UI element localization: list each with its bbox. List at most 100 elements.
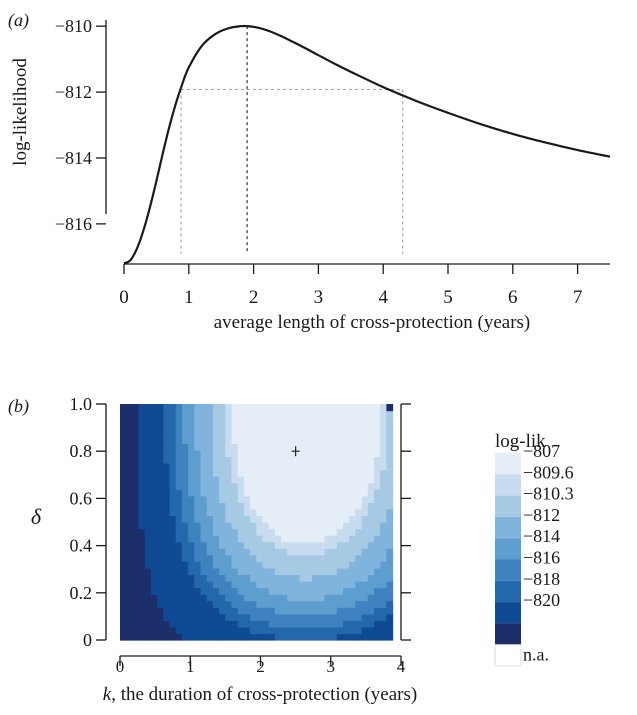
heatmap-cell bbox=[157, 456, 164, 464]
heatmap-cell bbox=[330, 443, 338, 451]
heatmap-cell bbox=[318, 581, 326, 589]
heatmap-cell bbox=[163, 456, 171, 464]
heatmap-cell bbox=[169, 613, 177, 621]
heatmap-cell bbox=[287, 626, 295, 635]
heatmap-cell bbox=[281, 456, 288, 464]
heatmap-cell bbox=[324, 443, 332, 451]
heatmap-cell bbox=[225, 594, 233, 602]
heatmap-cell bbox=[181, 463, 189, 471]
heatmap-cell bbox=[324, 404, 332, 412]
heatmap-cell bbox=[157, 482, 164, 490]
heatmap-cell bbox=[250, 541, 257, 549]
heatmap-cell bbox=[268, 548, 276, 556]
heatmap-cell bbox=[355, 436, 363, 444]
heatmap-cell bbox=[169, 561, 177, 569]
heatmap-cell bbox=[132, 495, 140, 503]
heatmap-cell bbox=[293, 489, 301, 497]
heatmap-cell bbox=[361, 600, 369, 608]
heatmap-cell bbox=[206, 476, 214, 484]
heatmap-cell bbox=[262, 600, 270, 608]
heatmap-cell bbox=[138, 633, 146, 641]
heatmap-cell bbox=[268, 594, 276, 602]
heatmap-cell bbox=[231, 495, 239, 503]
heatmap-cell bbox=[312, 535, 319, 543]
heatmap-cell bbox=[343, 404, 350, 412]
heatmap-cell bbox=[361, 417, 369, 425]
heatmap-cell bbox=[305, 574, 313, 582]
heatmap-cell bbox=[256, 469, 264, 477]
heatmap-cell bbox=[212, 541, 220, 549]
heatmap-cell bbox=[157, 607, 164, 615]
heatmap-cell bbox=[274, 430, 282, 438]
heatmap-cell bbox=[212, 495, 220, 503]
heatmap-cell bbox=[281, 581, 288, 589]
heatmap-cell bbox=[243, 554, 251, 562]
heatmap-cell bbox=[299, 607, 307, 615]
heatmap-cell bbox=[299, 423, 307, 431]
panel-a-ytick-label: −814 bbox=[55, 148, 92, 168]
heatmap-cell bbox=[212, 620, 220, 628]
heatmap-cell bbox=[194, 423, 202, 431]
heatmap-cell bbox=[281, 633, 288, 641]
heatmap-cell bbox=[150, 515, 158, 523]
legend-label: −807 bbox=[523, 441, 560, 461]
heatmap-cell bbox=[268, 449, 276, 458]
heatmap-cell bbox=[243, 574, 251, 582]
heatmap-cell bbox=[367, 495, 375, 503]
heatmap-cell bbox=[343, 594, 350, 602]
heatmap-cell bbox=[157, 581, 164, 589]
heatmap-cell bbox=[150, 522, 158, 530]
heatmap-cell bbox=[293, 548, 301, 556]
heatmap-cell bbox=[188, 436, 195, 444]
heatmap-cell bbox=[144, 436, 152, 444]
heatmap-cell bbox=[200, 456, 208, 464]
heatmap-cell bbox=[380, 495, 387, 503]
heatmap-cell bbox=[243, 587, 251, 595]
heatmap-cell bbox=[312, 417, 319, 425]
heatmap-cell bbox=[144, 541, 152, 549]
heatmap-cell bbox=[386, 574, 394, 582]
heatmap-cell bbox=[188, 600, 195, 608]
heatmap-cell bbox=[194, 443, 202, 451]
heatmap-cell bbox=[318, 410, 326, 418]
heatmap-cell bbox=[243, 410, 251, 418]
heatmap-cell bbox=[299, 626, 307, 635]
heatmap-cell bbox=[386, 528, 394, 536]
heatmap-cell bbox=[380, 581, 387, 589]
heatmap-cell bbox=[219, 633, 226, 641]
heatmap-cell bbox=[175, 443, 183, 451]
heatmap-cell bbox=[243, 515, 251, 523]
heatmap-cell bbox=[188, 607, 195, 615]
panel-b: (b) δ k, the duration of cross-protectio… bbox=[8, 394, 574, 705]
heatmap-cell bbox=[330, 581, 338, 589]
heatmap-cell bbox=[268, 489, 276, 497]
heatmap-cell bbox=[262, 522, 270, 530]
panel-b-xtick-label: 3 bbox=[327, 657, 336, 676]
heatmap-cell bbox=[212, 607, 220, 615]
heatmap-cell bbox=[120, 607, 127, 615]
heatmap-cell bbox=[380, 508, 387, 517]
heatmap-cell bbox=[312, 476, 319, 484]
heatmap-cell bbox=[175, 548, 183, 556]
heatmap-cell bbox=[206, 508, 214, 517]
heatmap-cell bbox=[343, 554, 350, 562]
heatmap-cell bbox=[243, 581, 251, 589]
heatmap-cell bbox=[336, 463, 344, 471]
heatmap-cell bbox=[120, 594, 127, 602]
heatmap-cell bbox=[312, 567, 319, 576]
heatmap-cell bbox=[150, 502, 158, 510]
heatmap-cell bbox=[163, 508, 171, 517]
heatmap-cell bbox=[262, 587, 270, 595]
heatmap-cell bbox=[250, 463, 257, 471]
heatmap-cell bbox=[144, 594, 152, 602]
heatmap-cell bbox=[212, 430, 220, 438]
heatmap-cell bbox=[150, 417, 158, 425]
heatmap-cell bbox=[120, 417, 127, 425]
heatmap-cell bbox=[373, 417, 381, 425]
heatmap-cell bbox=[181, 502, 189, 510]
heatmap-cell bbox=[194, 469, 202, 477]
heatmap-cell bbox=[163, 587, 171, 595]
heatmap-cell bbox=[200, 410, 208, 418]
heatmap-cell bbox=[274, 482, 282, 490]
heatmap-cell bbox=[281, 469, 288, 477]
